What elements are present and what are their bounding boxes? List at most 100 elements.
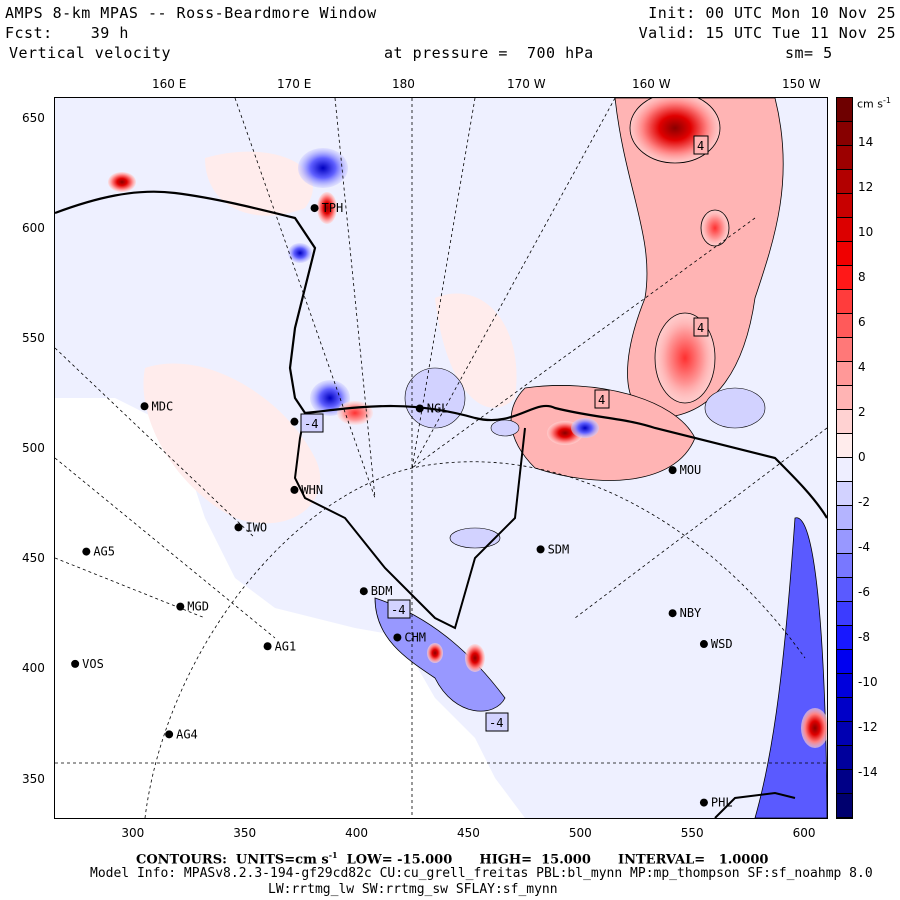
- colorbar-segment: [837, 530, 852, 554]
- updraft-core: [465, 644, 485, 672]
- left-tick-label: 450: [22, 551, 45, 566]
- downdraft-area: [404, 367, 466, 429]
- colorbar-label: -2: [858, 495, 870, 509]
- field-name: Vertical velocity: [9, 44, 172, 62]
- station-mgd[interactable]: MGD: [176, 600, 209, 614]
- no-data-region: [55, 398, 412, 818]
- station-bdm[interactable]: BDM: [359, 584, 393, 598]
- station-label: NBY: [680, 606, 702, 620]
- svg-text:4: 4: [697, 321, 704, 335]
- no-data-region-2: [412, 658, 525, 818]
- station-tph[interactable]: TPH: [310, 201, 344, 215]
- station-whn[interactable]: WHN: [290, 483, 323, 497]
- init-time: Init: 00 UTC Mon 10 Nov 25: [648, 4, 896, 22]
- colorbar-segment: [837, 578, 852, 602]
- station-label: TPH: [322, 201, 344, 215]
- downdraft-area: [449, 527, 501, 549]
- station-label: NGL: [427, 401, 449, 415]
- contour-value-label: -4: [485, 712, 509, 732]
- colorbar-label: 0: [858, 450, 866, 464]
- colorbar-segment: [837, 362, 852, 386]
- contour-value-label: 4: [693, 135, 709, 155]
- station-marker-icon: [699, 640, 708, 649]
- station-marker-icon: [71, 659, 80, 668]
- positive-area: [435, 293, 517, 408]
- station-ag4[interactable]: AG4: [165, 727, 198, 741]
- top-tick-label: 170 W: [507, 77, 546, 91]
- station-marker-icon: [668, 609, 677, 618]
- colorbar-label: -12: [858, 720, 878, 734]
- left-tick-label: 650: [22, 111, 45, 126]
- contour-value-label: 4: [693, 317, 709, 337]
- left-tick-label: 600: [22, 221, 45, 236]
- bottom-tick-label: 600: [792, 826, 816, 840]
- colorbar-label: 4: [858, 360, 866, 374]
- station-marker-icon: [415, 404, 424, 413]
- colorbar-segment: [837, 722, 852, 746]
- updraft-core: [700, 209, 730, 247]
- colorbar-label: 8: [858, 270, 866, 284]
- colorbar-segment: [837, 242, 852, 266]
- station-label: VOS: [82, 657, 104, 671]
- station-ag1[interactable]: AG1: [263, 639, 297, 653]
- station-marker-icon: [140, 402, 149, 411]
- colorbar-label: -10: [858, 675, 878, 689]
- colorbar-segment: [837, 482, 852, 506]
- station-label: MDC: [152, 399, 174, 413]
- station-label: AG1: [275, 639, 297, 653]
- station-ag5[interactable]: AG5: [82, 545, 115, 559]
- coastline: [55, 190, 827, 519]
- bottom-tick-label: 350: [233, 826, 257, 840]
- map-canvas: MDCTDMTPHNGLWHNIWOAG5MGDVOSAG1AG4BDMCHMS…: [55, 98, 827, 818]
- contour-info: CONTOURS: UNITS=cm s-1 LOW= -15.000 HIGH…: [136, 850, 769, 868]
- updraft-core: [801, 708, 827, 748]
- colorbar-segment: [837, 314, 852, 338]
- colorbar-segment: [837, 194, 852, 218]
- left-tick-label: 350: [22, 771, 45, 786]
- top-tick-label: 160 E: [152, 77, 187, 91]
- colorbar-segment: [837, 266, 852, 290]
- colorbar-segment: [837, 386, 852, 410]
- station-marker-icon: [359, 587, 368, 596]
- pressure-level: at pressure = 700 hPa: [384, 44, 594, 62]
- station-vos[interactable]: VOS: [71, 657, 104, 671]
- coastline: [293, 412, 526, 630]
- positive-area: [143, 363, 321, 524]
- bottom-tick-label: 300: [121, 826, 145, 840]
- station-ngl[interactable]: NGL: [415, 401, 449, 415]
- colorbar-segment: [837, 122, 852, 146]
- station-marker-icon: [290, 417, 299, 426]
- downdraft-core: [288, 243, 312, 263]
- station-iwo[interactable]: IWO: [234, 520, 267, 534]
- station-mdc[interactable]: MDC: [140, 399, 174, 413]
- map-panel[interactable]: MDCTDMTPHNGLWHNIWOAG5MGDVOSAG1AG4BDMCHMS…: [54, 97, 828, 819]
- colorbar-segment: [837, 698, 852, 722]
- svg-text:-4: -4: [391, 603, 405, 617]
- station-label: PHL: [711, 796, 733, 810]
- station-wsd[interactable]: WSD: [699, 637, 733, 651]
- station-marker-icon: [310, 204, 319, 213]
- station-phl[interactable]: PHL: [699, 796, 733, 810]
- station-label: AG5: [93, 545, 115, 559]
- station-nby[interactable]: NBY: [668, 606, 702, 620]
- downdraft-area: [704, 387, 766, 429]
- station-sdm[interactable]: SDM: [536, 542, 570, 556]
- station-marker-icon: [234, 523, 243, 532]
- top-tick-label: 170 E: [277, 77, 312, 91]
- colorbar-segment: [837, 170, 852, 194]
- colorbar-segment: [837, 458, 852, 482]
- colorbar-segment: [837, 746, 852, 770]
- colorbar-segment: [837, 290, 852, 314]
- station-label: MGD: [187, 600, 209, 614]
- station-marker-icon: [263, 642, 272, 651]
- colorbar-segment: [837, 626, 852, 650]
- top-tick-label: 160 W: [632, 77, 671, 91]
- station-marker-icon: [393, 633, 402, 642]
- contour-value-label: -4: [300, 413, 324, 433]
- colorbar-label: -6: [858, 585, 870, 599]
- station-mou[interactable]: MOU: [668, 463, 702, 477]
- svg-text:4: 4: [598, 393, 605, 407]
- station-marker-icon: [536, 545, 545, 554]
- colorbar-segment: [837, 338, 852, 362]
- station-chm[interactable]: CHM: [393, 630, 426, 644]
